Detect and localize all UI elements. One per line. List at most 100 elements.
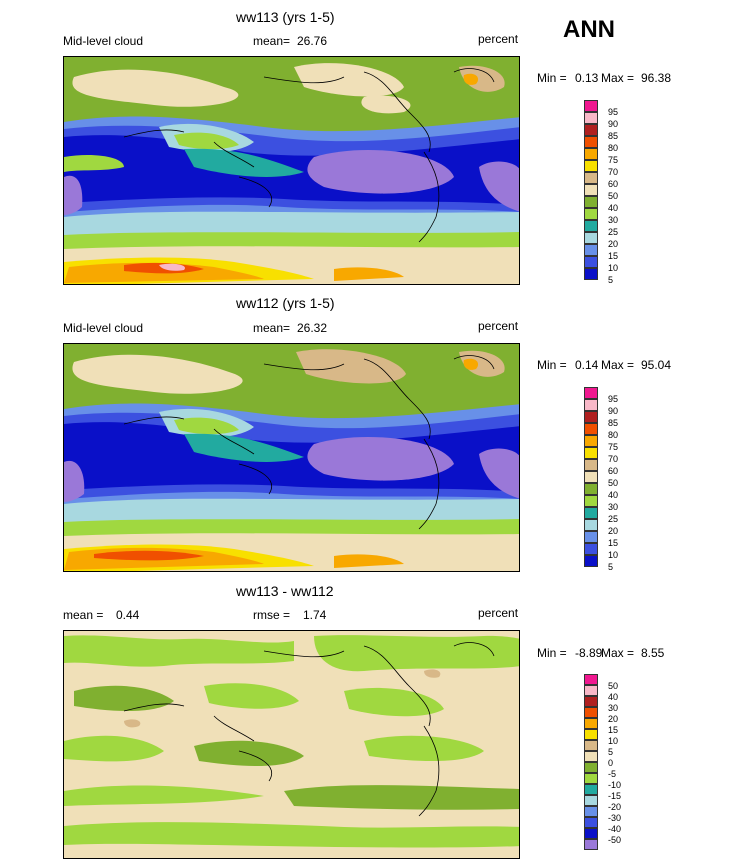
- panel2-min-value: 0.14: [575, 358, 599, 372]
- legend-label: 15: [608, 251, 619, 261]
- legend-label: 40: [608, 692, 619, 702]
- panel3-max-label: Max =: [601, 646, 635, 660]
- legend-swatch: [584, 729, 598, 740]
- legend-label: 25: [608, 514, 619, 524]
- panel3-mean-value: 0.44: [116, 608, 140, 622]
- legend-label: 85: [608, 131, 619, 141]
- legend-label: 75: [608, 442, 619, 452]
- legend-label: 20: [608, 714, 619, 724]
- legend-swatch: [584, 256, 598, 268]
- legend-label: 5: [608, 562, 614, 572]
- legend-swatch: [584, 435, 598, 447]
- legend-swatch: [584, 817, 598, 828]
- legend-label: 80: [608, 143, 619, 153]
- legend-swatch: [584, 685, 598, 696]
- legend-label: 50: [608, 681, 619, 691]
- legend-swatch: [584, 707, 598, 718]
- legend-swatch: [584, 447, 598, 459]
- panel2-map: [63, 343, 520, 572]
- panel1-legend: 95 90 85 80 75 70 60 50 40 30 25 20 15 1…: [584, 100, 618, 285]
- panel2-units: percent: [478, 319, 519, 333]
- legend-label: 80: [608, 430, 619, 440]
- panel1-mean-label: mean=: [253, 34, 291, 48]
- legend-swatch: [584, 112, 598, 124]
- legend-label: 95: [608, 394, 619, 404]
- panel2-min-label: Min =: [537, 358, 567, 372]
- legend-label: 95: [608, 107, 619, 117]
- legend-label: 85: [608, 418, 619, 428]
- legend-label: 90: [608, 406, 619, 416]
- panel1-min-value: 0.13: [575, 71, 599, 85]
- legend-swatch: [584, 268, 598, 280]
- legend-swatch: [584, 184, 598, 196]
- legend-label: -40: [608, 824, 622, 834]
- panel3-min-value: -8.89: [575, 646, 603, 660]
- legend-swatch: [584, 507, 598, 519]
- legend-label: 30: [608, 502, 619, 512]
- legend-label: 30: [608, 703, 619, 713]
- panel2-mean-label: mean=: [253, 321, 291, 335]
- legend-swatch: [584, 423, 598, 435]
- legend-swatch: [584, 795, 598, 806]
- legend-label: 10: [608, 736, 619, 746]
- legend-label: -30: [608, 813, 622, 823]
- panel3-map: [63, 630, 520, 859]
- legend-label: 25: [608, 227, 619, 237]
- legend-label: 30: [608, 215, 619, 225]
- panel1-max-value: 96.38: [641, 71, 672, 85]
- legend-swatch: [584, 784, 598, 795]
- legend-label: 20: [608, 526, 619, 536]
- legend-swatch: [584, 806, 598, 817]
- legend-label: 40: [608, 490, 619, 500]
- legend-label: 10: [608, 550, 619, 560]
- panel3-mean-label: mean =: [63, 608, 104, 622]
- legend-swatch: [584, 172, 598, 184]
- legend-label: -20: [608, 802, 622, 812]
- legend-swatch: [584, 100, 598, 112]
- panel1-max-label: Max =: [601, 71, 635, 85]
- legend-swatch: [584, 387, 598, 399]
- legend-swatch: [584, 411, 598, 423]
- legend-label: 70: [608, 454, 619, 464]
- legend-swatch: [584, 148, 598, 160]
- panel2-title: ww112 (yrs 1-5): [236, 295, 335, 311]
- legend-swatch: [584, 718, 598, 729]
- legend-label: 70: [608, 167, 619, 177]
- panel1-min-label: Min =: [537, 71, 567, 85]
- legend-label: 20: [608, 239, 619, 249]
- legend-swatch: [584, 828, 598, 839]
- legend-swatch: [584, 232, 598, 244]
- legend-label: 50: [608, 191, 619, 201]
- legend-swatch: [584, 471, 598, 483]
- legend-label: 5: [608, 747, 614, 757]
- panel3-rmse-value: 1.74: [303, 608, 327, 622]
- legend-swatch: [584, 483, 598, 495]
- legend-swatch: [584, 762, 598, 773]
- legend-label: 60: [608, 179, 619, 189]
- panel2-max-value: 95.04: [641, 358, 672, 372]
- panel3-units: percent: [478, 606, 519, 620]
- legend-label: 15: [608, 725, 619, 735]
- legend-swatch: [584, 839, 598, 850]
- panel1-map: [63, 56, 520, 285]
- legend-label: 60: [608, 466, 619, 476]
- legend-label: 40: [608, 203, 619, 213]
- legend-swatch: [584, 196, 598, 208]
- legend-label: -5: [608, 769, 617, 779]
- panel2-variable-label: Mid-level cloud: [63, 321, 144, 335]
- panel1-title: ww113 (yrs 1-5): [236, 9, 335, 25]
- legend-swatch: [584, 220, 598, 232]
- legend-label: 15: [608, 538, 619, 548]
- legend-label: 90: [608, 119, 619, 129]
- legend-label: -10: [608, 780, 622, 790]
- legend-swatch: [584, 124, 598, 136]
- legend-label: 10: [608, 263, 619, 273]
- panel3-rmse-label: rmse =: [253, 608, 291, 622]
- panel3-legend: 50 40 30 20 15 10 5 0 -5 -10 -15 -20 -30…: [584, 674, 621, 854]
- panel1-variable-label: Mid-level cloud: [63, 34, 144, 48]
- legend-label: 75: [608, 155, 619, 165]
- panel1-mean-value: 26.76: [297, 34, 328, 48]
- legend-label: -15: [608, 791, 622, 801]
- panel2-max-label: Max =: [601, 358, 635, 372]
- panel3-title: ww113 - ww112: [236, 583, 334, 599]
